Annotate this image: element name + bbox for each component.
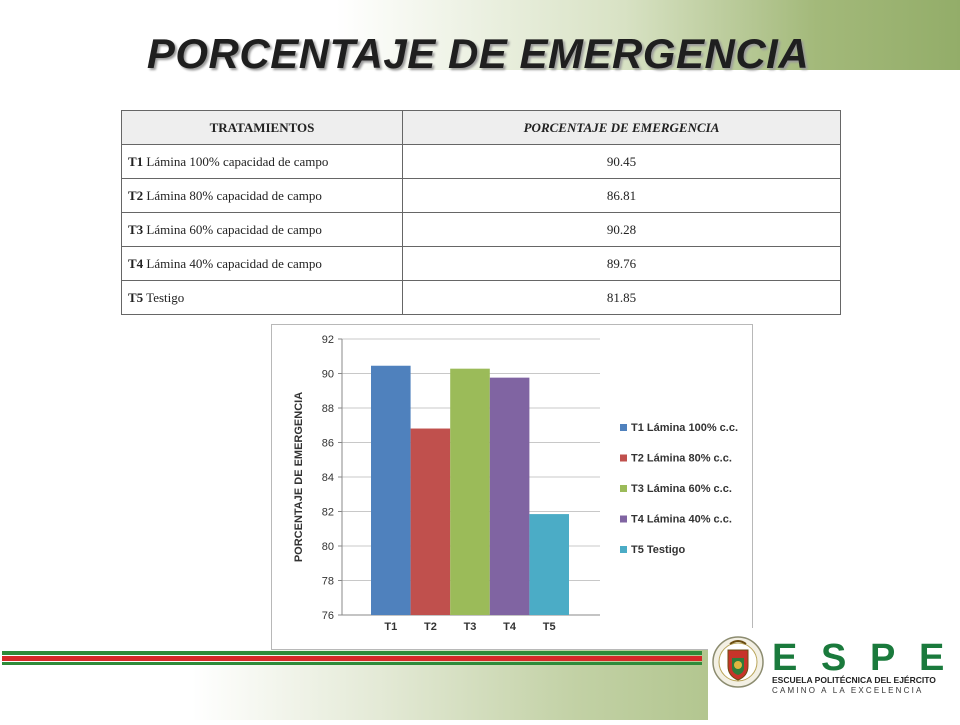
- espe-logo: E S P E ESCUELA POLITÉCNICA DEL EJÉRCITO…: [712, 636, 944, 695]
- espe-logo-area: E S P E ESCUELA POLITÉCNICA DEL EJÉRCITO…: [708, 628, 960, 720]
- header-treatments: TRATAMIENTOS: [121, 110, 403, 145]
- footer-stripe-green-top: [2, 651, 702, 655]
- chart-frame: 76 78 80 82 84 86 88 90 92 T1 T2 T3 T4 T5 PORCENTAJE D…: [271, 324, 753, 650]
- y-tick-label: 78: [322, 576, 334, 588]
- emergence-table: TRATAMIENTOS PORCENTAJE DE EMERGENCIA T1…: [121, 110, 841, 315]
- x-tick-label: T4: [503, 621, 517, 633]
- legend-entry: T5 Testigo: [631, 544, 685, 556]
- x-tick-label: T5: [543, 621, 556, 633]
- percentage-cell: 90.45: [402, 144, 841, 179]
- logo-letter: E: [919, 637, 944, 679]
- treatment-desc: Lámina 60% capacidad de campo: [143, 221, 322, 237]
- treatment-code: T4: [128, 255, 144, 271]
- bar-t3: [450, 368, 490, 615]
- treatment-desc: Lámina 100% capacidad de campo: [143, 153, 329, 169]
- treatment-cell: T2 Lámina 80% capacidad de campo: [121, 178, 403, 213]
- slide-title: PORCENTAJE DE EMERGENCIA: [146, 30, 810, 77]
- legend-entry: T3 Lámina 60% c.c.: [631, 483, 732, 495]
- legend-entry: T2 Lámina 80% c.c.: [631, 453, 732, 465]
- legend-entry: T4 Lámina 40% c.c.: [631, 514, 732, 526]
- table-row: T1 Lámina 100% capacidad de campo 90.45: [121, 144, 841, 179]
- percentage-cell: 90.28: [402, 212, 841, 247]
- bar-t5: [529, 514, 569, 615]
- bar-t2: [410, 428, 451, 615]
- y-tick-label: 88: [322, 403, 334, 415]
- legend-swatch: [620, 454, 627, 462]
- treatment-desc: Lámina 40% capacidad de campo: [143, 255, 322, 271]
- table-header-row: TRATAMIENTOS PORCENTAJE DE EMERGENCIA: [121, 110, 841, 145]
- table-row: T4 Lámina 40% capacidad de campo 89.76: [121, 246, 841, 281]
- legend-entry: T1 Lámina 100% c.c.: [631, 422, 738, 434]
- institution-name: ESCUELA POLITÉCNICA DEL EJÉRCITO: [772, 675, 936, 685]
- treatment-cell: T5 Testigo: [121, 280, 403, 315]
- y-tick-label: 76: [322, 610, 334, 622]
- x-tick-label: T3: [464, 621, 477, 633]
- header-percentage: PORCENTAJE DE EMERGENCIA: [402, 110, 841, 145]
- y-tick-label: 80: [322, 541, 334, 553]
- treatment-cell: T1 Lámina 100% capacidad de campo: [121, 144, 403, 179]
- logo-letter: S: [821, 637, 846, 679]
- y-tick-label: 90: [322, 369, 334, 381]
- y-tick-label: 92: [322, 334, 334, 346]
- bar-t1: [371, 365, 411, 615]
- treatment-cell: T3 Lámina 60% capacidad de campo: [121, 212, 403, 247]
- table-row: T2 Lámina 80% capacidad de campo 86.81: [121, 178, 841, 213]
- institution-motto: CAMINO A LA EXCELENCIA: [772, 686, 924, 695]
- top-gradient-band: [0, 0, 960, 70]
- percentage-cell: 81.85: [402, 280, 841, 315]
- table-row: T5 Testigo 81.85: [121, 280, 841, 315]
- legend-swatch: [620, 424, 627, 431]
- treatment-desc: Lámina 80% capacidad de campo: [143, 187, 322, 203]
- treatment-code: T5: [128, 289, 144, 305]
- legend-swatch: [620, 515, 627, 523]
- y-tick-label: 84: [322, 472, 334, 484]
- legend-swatch: [620, 485, 627, 492]
- logo-letter: E: [772, 637, 797, 679]
- bar-t4: [489, 377, 530, 615]
- y-tick-label: 82: [322, 507, 334, 519]
- treatment-code: T2: [128, 187, 144, 203]
- logo-letter: P: [870, 637, 895, 679]
- footer-stripe-green-bottom: [2, 662, 702, 665]
- crest-icon: [712, 636, 764, 688]
- y-tick-label: 86: [322, 438, 334, 450]
- x-tick-label: T2: [424, 621, 437, 633]
- bar-chart: 76 78 80 82 84 86 88 90 92 T1 T2 T3 T4 T5 PORCENTAJE D…: [293, 334, 738, 633]
- treatment-code: T3: [128, 221, 144, 237]
- treatment-code: T1: [128, 153, 144, 169]
- percentage-cell: 89.76: [402, 246, 841, 281]
- table-row: T3 Lámina 60% capacidad de campo 90.28: [121, 212, 841, 247]
- legend-swatch: [620, 546, 627, 553]
- x-tick-label: T1: [384, 621, 397, 633]
- treatment-cell: T4 Lámina 40% capacidad de campo: [121, 246, 403, 281]
- footer-stripe-red: [2, 656, 702, 661]
- treatment-desc: Testigo: [143, 289, 185, 305]
- percentage-cell: 86.81: [402, 178, 841, 213]
- y-axis-label: PORCENTAJE DE EMERGENCIA: [293, 392, 305, 562]
